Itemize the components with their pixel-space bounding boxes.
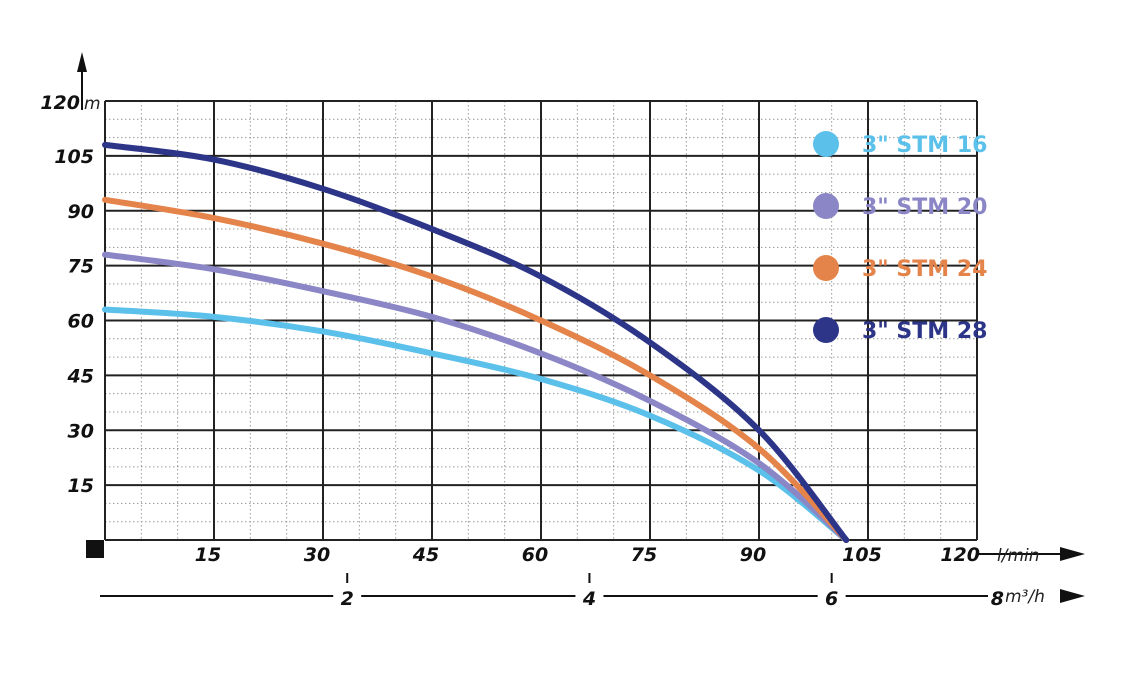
x-tick-label: 120	[940, 544, 980, 566]
legend-marker	[813, 317, 839, 343]
y-tick-label: 15	[68, 475, 94, 497]
x-axis-arrow-icon	[1060, 547, 1085, 561]
secondary-axis-label-bg	[575, 586, 604, 608]
y-axis-unit: m	[84, 94, 101, 114]
series-line	[102, 141, 850, 543]
secondary-tick-label: 2	[341, 588, 354, 610]
series-line	[102, 306, 850, 543]
y-tick-label: 105	[54, 146, 94, 168]
x-axis-unit: l/min	[997, 546, 1040, 566]
secondary-tick-label: 4	[582, 588, 596, 610]
y-tick-label: 90	[68, 201, 94, 223]
y-tick-label: 30	[68, 420, 94, 442]
secondary-axis-arrow-icon	[1060, 589, 1085, 603]
x-tick-label: 90	[740, 544, 766, 566]
x-tick-label: 30	[304, 544, 330, 566]
secondary-axis-label-bg	[333, 586, 362, 608]
secondary-axis-label-bg	[988, 586, 1006, 608]
y-tick-label: 60	[68, 311, 94, 333]
legend-marker	[813, 131, 839, 157]
secondary-axis-label-bg	[817, 586, 846, 608]
secondary-tick-label: 6	[825, 588, 838, 610]
legend: 3" STM 16 3" STM 20 3" STM 24 3" STM 28	[813, 131, 987, 344]
y-axis-arrow-icon	[77, 52, 87, 72]
series-lines	[102, 141, 850, 543]
x-tick-label: 75	[631, 544, 657, 566]
series-line	[102, 196, 850, 543]
y-tick-label: 120	[40, 92, 80, 114]
x-tick-label: 45	[412, 544, 439, 566]
origin-square-icon	[86, 540, 104, 558]
legend-label: 3" STM 24	[862, 257, 987, 282]
x-tick-label: 15	[195, 544, 221, 566]
legend-marker	[813, 255, 839, 281]
tick-labels: 15 30 45 60 75 90 105 120 15 30 45 60 75 90 105 120 2 4 6 8	[40, 92, 1006, 610]
legend-marker	[813, 193, 839, 219]
secondary-tick-label: 8	[991, 588, 1004, 610]
x-tick-label: 60	[522, 544, 548, 566]
y-tick-label: 45	[67, 365, 94, 387]
legend-label: 3" STM 16	[862, 133, 987, 158]
legend-label: 3" STM 20	[862, 195, 987, 220]
secondary-axis-unit: m³/h	[1005, 587, 1045, 607]
y-tick-label: 75	[68, 256, 94, 278]
x-tick-label: 105	[842, 544, 882, 566]
legend-label: 3" STM 28	[862, 319, 987, 344]
series-line	[102, 251, 850, 543]
